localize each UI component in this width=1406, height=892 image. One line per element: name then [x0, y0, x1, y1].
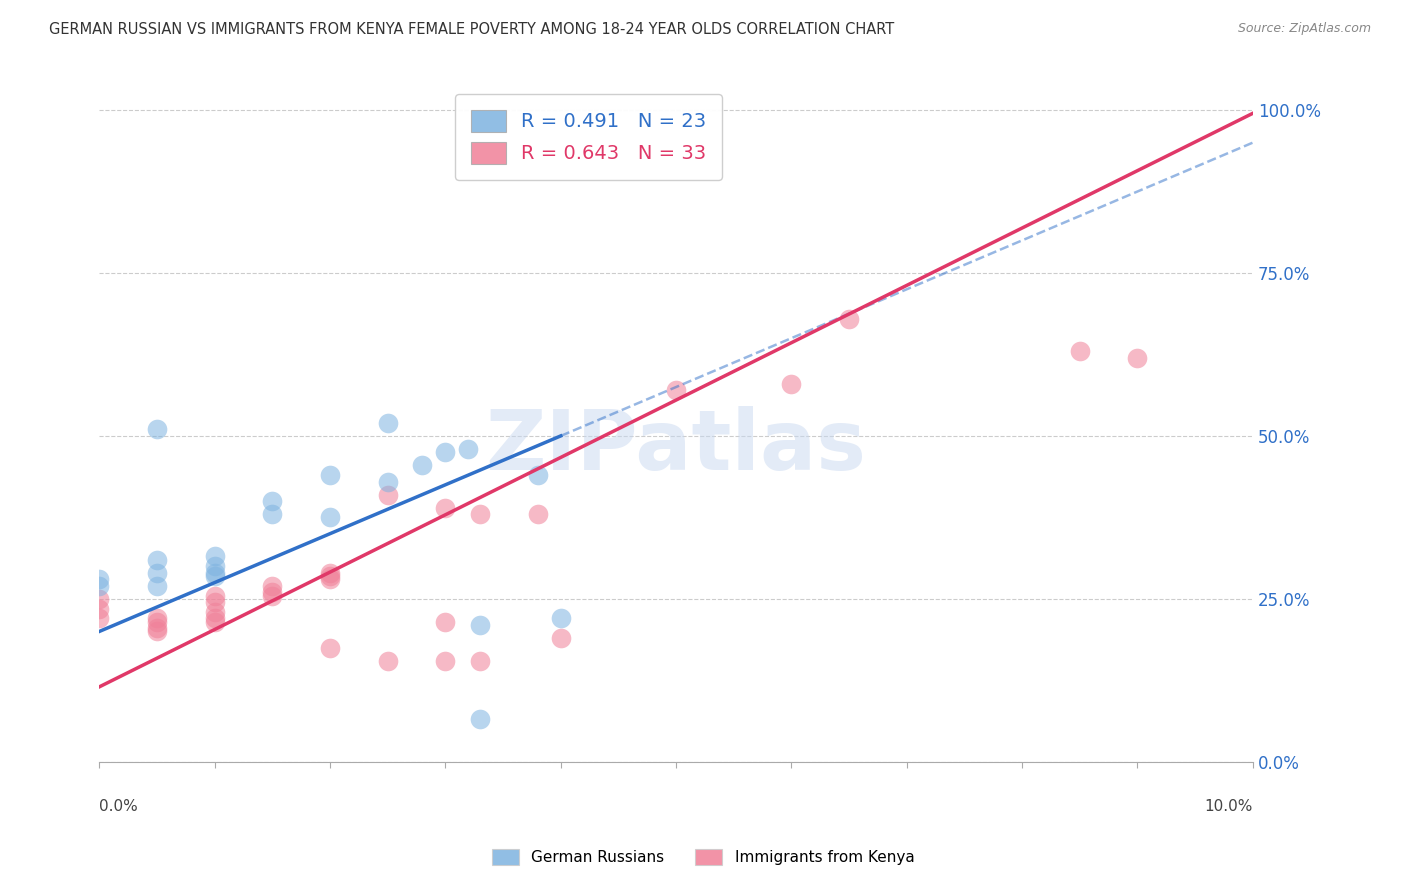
Point — [204, 549, 226, 564]
Point — [146, 624, 169, 639]
Point — [411, 458, 433, 473]
Point — [204, 611, 226, 625]
Legend: R = 0.491   N = 23, R = 0.643   N = 33: R = 0.491 N = 23, R = 0.643 N = 33 — [456, 94, 721, 180]
Point — [146, 422, 169, 436]
Point — [468, 618, 491, 632]
Point — [146, 566, 169, 580]
Point — [262, 494, 284, 508]
Text: 0.0%: 0.0% — [100, 799, 138, 814]
Point — [204, 615, 226, 629]
Point — [204, 605, 226, 619]
Point — [838, 311, 860, 326]
Point — [434, 500, 457, 515]
Point — [319, 468, 342, 483]
Point — [204, 595, 226, 609]
Point — [377, 416, 399, 430]
Point — [377, 475, 399, 489]
Point — [89, 591, 111, 606]
Point — [89, 579, 111, 593]
Point — [204, 569, 226, 583]
Point — [319, 572, 342, 586]
Legend: German Russians, Immigrants from Kenya: German Russians, Immigrants from Kenya — [485, 843, 921, 871]
Point — [468, 507, 491, 521]
Point — [457, 442, 479, 456]
Point — [204, 559, 226, 574]
Text: Source: ZipAtlas.com: Source: ZipAtlas.com — [1237, 22, 1371, 36]
Point — [550, 611, 572, 625]
Point — [204, 589, 226, 603]
Point — [780, 376, 803, 391]
Point — [468, 713, 491, 727]
Point — [146, 621, 169, 635]
Point — [1126, 351, 1149, 365]
Point — [89, 611, 111, 625]
Point — [89, 572, 111, 586]
Point — [377, 487, 399, 501]
Point — [319, 510, 342, 524]
Text: GERMAN RUSSIAN VS IMMIGRANTS FROM KENYA FEMALE POVERTY AMONG 18-24 YEAR OLDS COR: GERMAN RUSSIAN VS IMMIGRANTS FROM KENYA … — [49, 22, 894, 37]
Point — [526, 468, 548, 483]
Point — [550, 631, 572, 645]
Point — [1069, 344, 1091, 359]
Point — [468, 654, 491, 668]
Point — [319, 566, 342, 580]
Point — [434, 654, 457, 668]
Point — [204, 566, 226, 580]
Point — [146, 615, 169, 629]
Point — [262, 585, 284, 599]
Point — [319, 569, 342, 583]
Point — [89, 601, 111, 615]
Point — [146, 553, 169, 567]
Point — [434, 615, 457, 629]
Point — [526, 507, 548, 521]
Point — [377, 654, 399, 668]
Point — [262, 579, 284, 593]
Point — [262, 507, 284, 521]
Point — [319, 640, 342, 655]
Text: 10.0%: 10.0% — [1205, 799, 1253, 814]
Point — [146, 579, 169, 593]
Point — [262, 589, 284, 603]
Text: ZIPatlas: ZIPatlas — [485, 407, 866, 488]
Point — [665, 384, 688, 398]
Point — [434, 445, 457, 459]
Point — [146, 611, 169, 625]
